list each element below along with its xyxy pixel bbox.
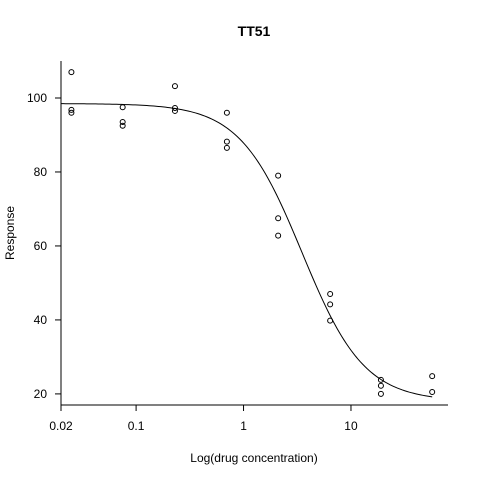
x-axis-label: Log(drug concentration) [190,451,317,465]
data-point [119,104,126,111]
y-tick-label: 40 [34,313,48,327]
y-tick-label: 20 [34,387,48,401]
data-point [223,144,230,151]
chart-title: TT51 [238,23,271,39]
data-point [68,106,75,113]
data-point [377,376,384,383]
x-axis-ticks: 0.02 0.1 1 10 [49,405,358,433]
data-point [119,119,126,126]
data-point [327,301,334,308]
data-point [429,373,436,380]
data-point [327,291,334,298]
data-point [223,109,230,116]
x-tick-label: 0.1 [128,419,145,433]
data-point [327,317,334,324]
data-points [68,69,436,397]
data-point [275,215,282,222]
y-tick-label: 80 [34,165,48,179]
y-axis-ticks: 20 40 60 80 100 [27,91,61,401]
data-point [223,138,230,145]
data-point [171,104,178,111]
data-point [171,83,178,90]
data-point [275,232,282,239]
y-tick-label: 60 [34,239,48,253]
y-axis-label: Response [3,206,17,260]
data-point [429,389,436,396]
data-point [377,390,384,397]
data-point [171,107,178,114]
x-tick-label: 10 [344,419,358,433]
x-tick-label: 0.02 [49,419,73,433]
data-point [68,69,75,76]
data-point [275,172,282,179]
y-tick-label: 100 [27,91,47,105]
data-point [377,382,384,389]
x-tick-label: 1 [240,419,247,433]
fit-curve-line [60,103,433,398]
data-point [119,122,126,129]
data-point [68,109,75,116]
